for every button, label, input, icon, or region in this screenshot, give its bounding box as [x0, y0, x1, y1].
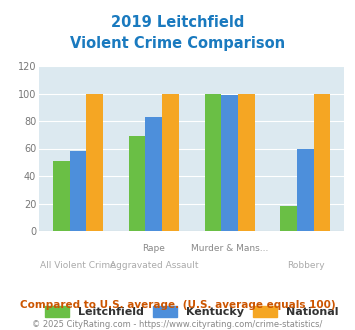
Text: Murder & Mans...: Murder & Mans... [191, 244, 268, 253]
Text: © 2025 CityRating.com - https://www.cityrating.com/crime-statistics/: © 2025 CityRating.com - https://www.city… [32, 319, 323, 329]
Bar [221, 95, 238, 231]
Bar [53, 161, 70, 231]
Bar [314, 93, 331, 231]
Bar [129, 136, 146, 231]
Bar [280, 206, 297, 231]
Text: Aggravated Assault: Aggravated Assault [110, 261, 198, 270]
Text: Compared to U.S. average. (U.S. average equals 100): Compared to U.S. average. (U.S. average … [20, 300, 335, 310]
Text: 2019 Leitchfield
Violent Crime Comparison: 2019 Leitchfield Violent Crime Compariso… [70, 15, 285, 51]
Bar [86, 93, 103, 231]
Legend: Leitchfield, Kentucky, National: Leitchfield, Kentucky, National [45, 306, 339, 317]
Bar [162, 93, 179, 231]
Bar [238, 93, 255, 231]
Text: Rape: Rape [142, 244, 165, 253]
Text: Robbery: Robbery [286, 261, 324, 270]
Text: All Violent Crime: All Violent Crime [40, 261, 116, 270]
Bar [204, 93, 221, 231]
Bar [146, 117, 162, 231]
Bar [70, 151, 86, 231]
Bar [297, 148, 314, 231]
